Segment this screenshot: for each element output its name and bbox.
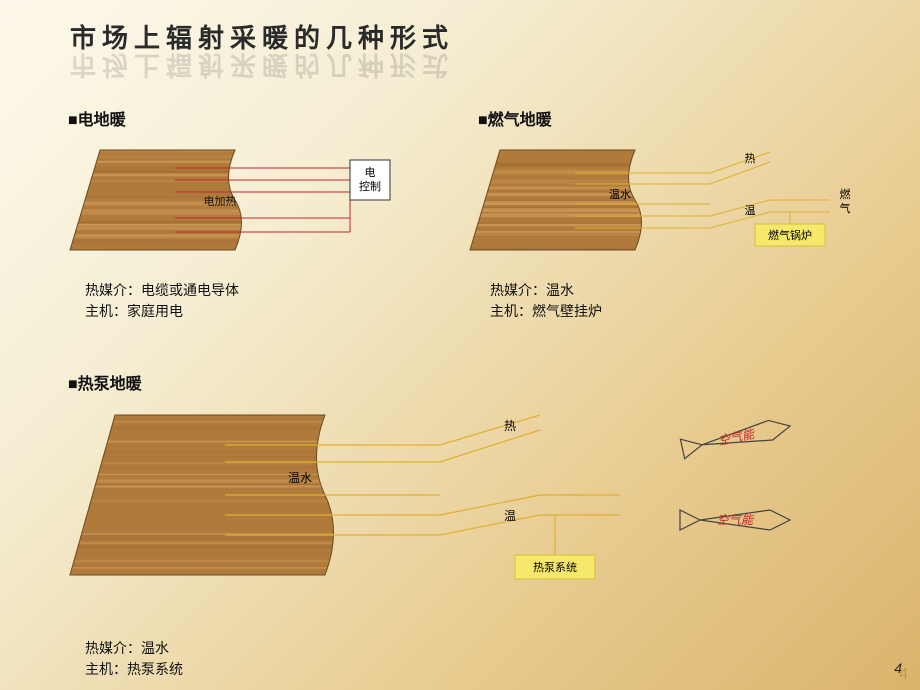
svg-text:温水: 温水: [609, 188, 631, 201]
slide-title-reflection: 市场上辐射采暖的几种形式: [70, 48, 454, 85]
svg-text:温: 温: [745, 204, 756, 217]
svg-text:热泵系统: 热泵系统: [533, 561, 577, 574]
svg-text:热: 热: [504, 419, 516, 433]
svg-text:空气能: 空气能: [717, 427, 757, 449]
electric-heater-label: 电加热: [204, 195, 237, 208]
page-number: 4: [894, 660, 902, 676]
svg-text:气: 气: [840, 201, 851, 215]
heatpump-label: ■热泵地暖: [68, 370, 142, 394]
heatpump-desc-line1: 热媒介：温水: [85, 640, 169, 656]
svg-text:控制: 控制: [359, 179, 381, 193]
electric-desc-line1: 热媒介：电缆或通电导体: [85, 282, 239, 298]
gas-desc: 热媒介：温水 主机：燃气壁挂炉: [490, 280, 602, 322]
gas-desc-line2: 主机：燃气壁挂炉: [490, 303, 602, 319]
gas-label: ■燃气地暖: [478, 106, 552, 130]
svg-text:空气能: 空气能: [717, 513, 755, 527]
heatpump-diagram: 热泵系统 温水 热 温 空气能 空气能: [60, 400, 860, 630]
svg-text:燃气锅炉: 燃气锅炉: [768, 228, 812, 242]
electric-label: ■电地暖: [68, 106, 126, 130]
svg-text:电: 电: [365, 166, 376, 179]
electric-diagram: 电 控制 电加热: [60, 140, 400, 270]
svg-text:温水: 温水: [288, 471, 312, 485]
gas-desc-line1: 热媒介：温水: [490, 282, 574, 298]
svg-text:温: 温: [504, 509, 516, 523]
svg-text:热: 热: [745, 152, 756, 165]
electric-desc: 热媒介：电缆或通电导体 主机：家庭用电: [85, 280, 239, 322]
heatpump-desc-line2: 主机：热泵系统: [85, 661, 183, 677]
heatpump-desc: 热媒介：温水 主机：热泵系统: [85, 638, 183, 680]
electric-desc-line2: 主机：家庭用电: [85, 303, 183, 319]
svg-text:燃: 燃: [840, 187, 851, 201]
gas-diagram: 燃气锅炉 燃 气 温水 热 温: [460, 140, 880, 270]
